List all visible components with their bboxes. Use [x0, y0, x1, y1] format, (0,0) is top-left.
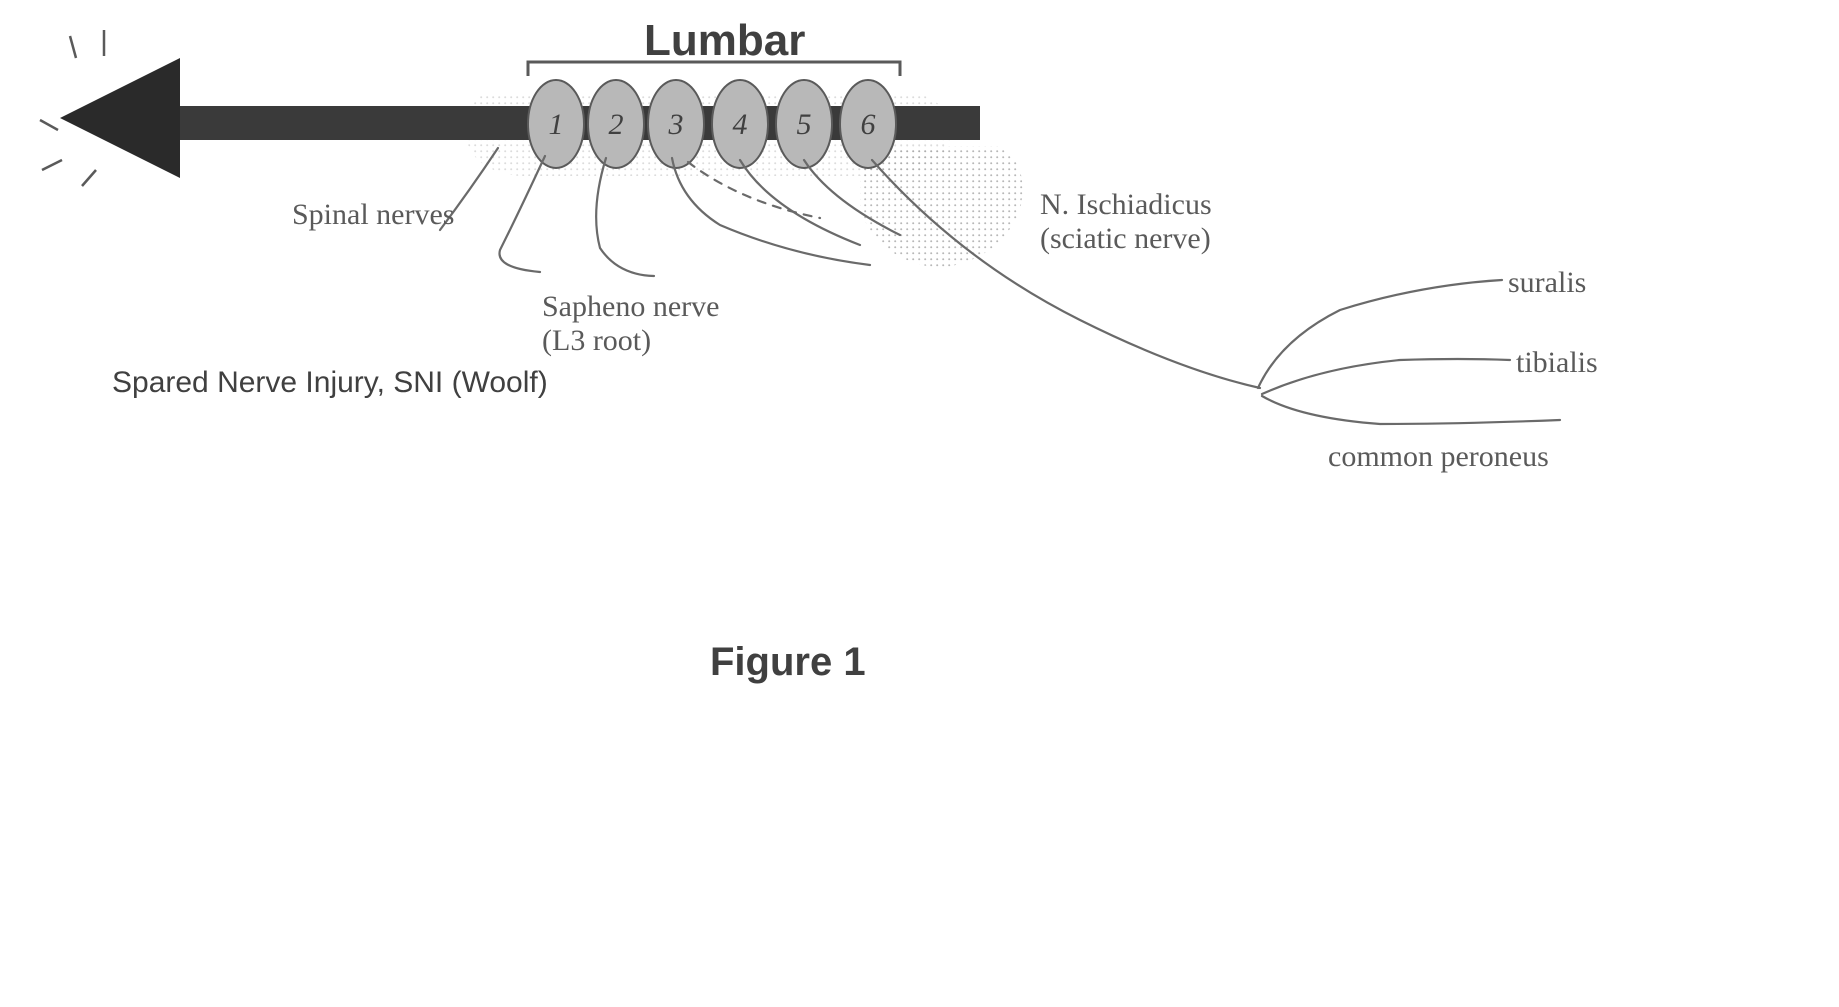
lumbar-title: Lumbar — [644, 16, 805, 66]
ischiadicus-label: N. Ischiadicus (sciatic nerve) — [1040, 188, 1212, 256]
vertebra-number-6: 6 — [861, 108, 876, 141]
spinal-nerves-label: Spinal nerves — [292, 198, 454, 232]
vertebra-number-3: 3 — [668, 108, 684, 141]
sapheno-line-2: (L3 root) — [542, 324, 719, 358]
vertebra-number-2: 2 — [609, 108, 624, 141]
ischiadicus-line-1: N. Ischiadicus — [1040, 188, 1212, 222]
pelvis-dotted — [860, 146, 1023, 268]
vertebra-number-4: 4 — [733, 108, 748, 141]
suralis-nerve — [1258, 280, 1502, 388]
vertebra-number-5: 5 — [797, 108, 812, 141]
suralis-label: suralis — [1508, 266, 1586, 300]
common-peroneus-nerve — [1262, 396, 1560, 424]
tibialis-label: tibialis — [1516, 346, 1598, 380]
vertebra-number-1: 1 — [549, 108, 564, 141]
figure-label: Figure 1 — [710, 640, 866, 685]
ischiadicus-line-2: (sciatic nerve) — [1040, 222, 1212, 256]
arrow-accent-0 — [70, 36, 76, 58]
common-peroneus-label: common peroneus — [1328, 440, 1549, 474]
tibialis-nerve — [1262, 359, 1510, 394]
arrow-accent-2 — [40, 120, 58, 130]
arrow-accent-4 — [82, 170, 96, 186]
arrow-accent-3 — [42, 160, 62, 170]
sapheno-line-1: Sapheno nerve — [542, 290, 719, 324]
diagram-svg: 1 2 3 4 5 6 — [0, 0, 1839, 1007]
direction-arrow-icon — [60, 58, 180, 178]
sapheno-label: Sapheno nerve (L3 root) — [542, 290, 719, 358]
sni-caption: Spared Nerve Injury, SNI (Woolf) — [112, 366, 548, 400]
